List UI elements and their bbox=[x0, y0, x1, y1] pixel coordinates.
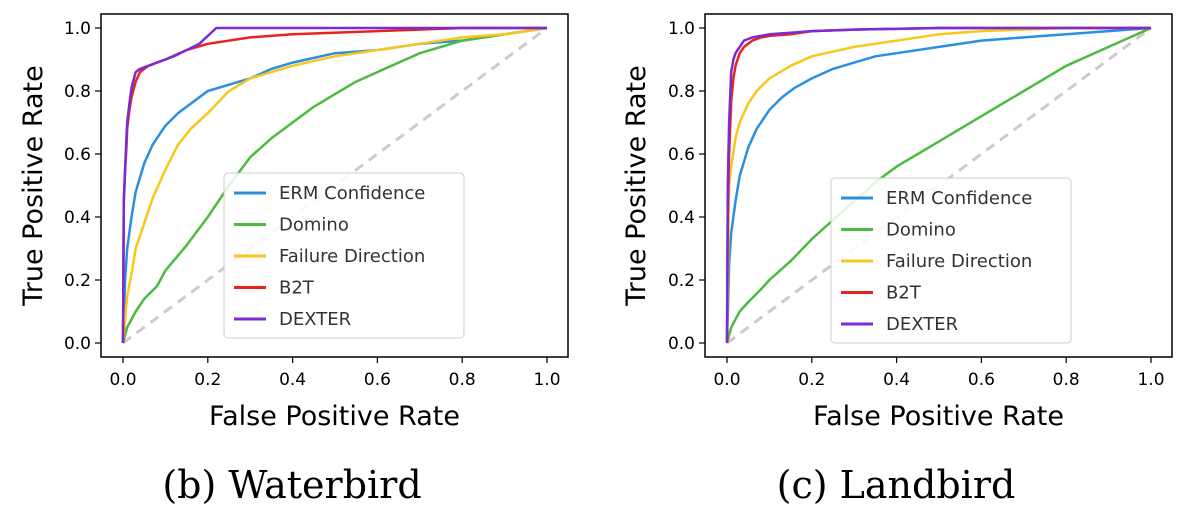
x-tick-label: 0.6 bbox=[364, 370, 391, 390]
legend-label: B2T bbox=[279, 278, 315, 299]
y-tick-label: 0.0 bbox=[64, 334, 91, 354]
y-tick-label: 0.0 bbox=[668, 334, 695, 354]
y-tick-label: 0.6 bbox=[64, 145, 91, 165]
y-tick-label: 0.6 bbox=[668, 145, 695, 165]
y-axis-label: True Positive Rate bbox=[621, 65, 652, 307]
x-tick-label: 1.0 bbox=[533, 370, 560, 390]
x-ticks: 0.0 0.2 0.4 0.6 0.8 1.0 bbox=[109, 357, 561, 390]
x-tick-label: 0.0 bbox=[109, 370, 136, 390]
legend-box bbox=[830, 177, 1072, 344]
series-line-failure-direction bbox=[121, 26, 548, 344]
legend-label: Domino bbox=[279, 215, 349, 236]
series-line-dexter bbox=[121, 26, 547, 344]
series-line-failure-direction bbox=[725, 26, 1151, 344]
series-lines bbox=[725, 26, 1152, 344]
x-tick-label: 0.8 bbox=[1053, 370, 1080, 390]
legend-label: ERM Confidence bbox=[886, 188, 1032, 209]
x-tick-label: 0.2 bbox=[194, 370, 221, 390]
panel-caption: (b) Waterbird bbox=[162, 463, 421, 507]
y-tick-label: 1.0 bbox=[64, 19, 91, 39]
x-axis-label: False Positive Rate bbox=[209, 401, 460, 432]
plot-frame bbox=[100, 13, 569, 358]
x-tick-label: 0.8 bbox=[449, 370, 476, 390]
y-tick-label: 1.0 bbox=[668, 19, 695, 39]
legend: ERM Confidence Domino Failure Direction B2T… bbox=[830, 177, 1072, 344]
legend: ERM Confidence Domino Failure Direction B2T… bbox=[223, 172, 465, 339]
y-tick-label: 0.2 bbox=[668, 271, 695, 291]
legend-label: Domino bbox=[886, 220, 956, 241]
y-tick-label: 0.8 bbox=[668, 82, 695, 102]
x-tick-label: 0.0 bbox=[713, 370, 740, 390]
series-lines bbox=[121, 26, 548, 344]
panel-caption: (c) Landbird bbox=[777, 463, 1016, 507]
y-tick-label: 0.2 bbox=[64, 271, 91, 291]
x-ticks: 0.0 0.2 0.4 0.6 0.8 1.0 bbox=[713, 357, 1165, 390]
x-tick-label: 0.4 bbox=[279, 370, 306, 390]
x-tick-label: 0.2 bbox=[798, 370, 825, 390]
legend-label: Failure Direction bbox=[279, 246, 425, 267]
legend-label: Failure Direction bbox=[886, 251, 1032, 272]
x-axis-label: False Positive Rate bbox=[813, 401, 1064, 432]
y-tick-label: 0.4 bbox=[64, 208, 91, 228]
legend-label: DEXTER bbox=[886, 314, 958, 335]
y-axis-label: True Positive Rate bbox=[18, 65, 49, 307]
panel-waterbird: 0.0 0.2 0.4 0.6 0.8 1.0 0.0 0.2 0.4 0.6 0.8 1.0 Fa… bbox=[18, 13, 569, 507]
y-ticks: 0.0 0.2 0.4 0.6 0.8 1.0 bbox=[668, 19, 705, 354]
y-tick-label: 0.4 bbox=[668, 208, 695, 228]
plot-frame bbox=[704, 13, 1173, 358]
panel-landbird: 0.0 0.2 0.4 0.6 0.8 1.0 0.0 0.2 0.4 0.6 0.8 1.0 Fa… bbox=[621, 13, 1173, 507]
y-tick-label: 0.8 bbox=[64, 82, 91, 102]
x-tick-label: 1.0 bbox=[1137, 370, 1164, 390]
y-ticks: 0.0 0.2 0.4 0.6 0.8 1.0 bbox=[64, 19, 101, 354]
x-tick-label: 0.6 bbox=[968, 370, 995, 390]
legend-box bbox=[223, 172, 465, 339]
series-line-domino bbox=[121, 26, 548, 344]
legend-label: ERM Confidence bbox=[279, 183, 425, 204]
legend-label: DEXTER bbox=[279, 309, 351, 330]
legend-label: B2T bbox=[886, 283, 922, 304]
x-tick-label: 0.4 bbox=[883, 370, 910, 390]
series-line-erm-confidence bbox=[725, 26, 1152, 344]
series-line-dexter bbox=[725, 26, 1151, 344]
series-line-domino bbox=[725, 26, 1152, 344]
